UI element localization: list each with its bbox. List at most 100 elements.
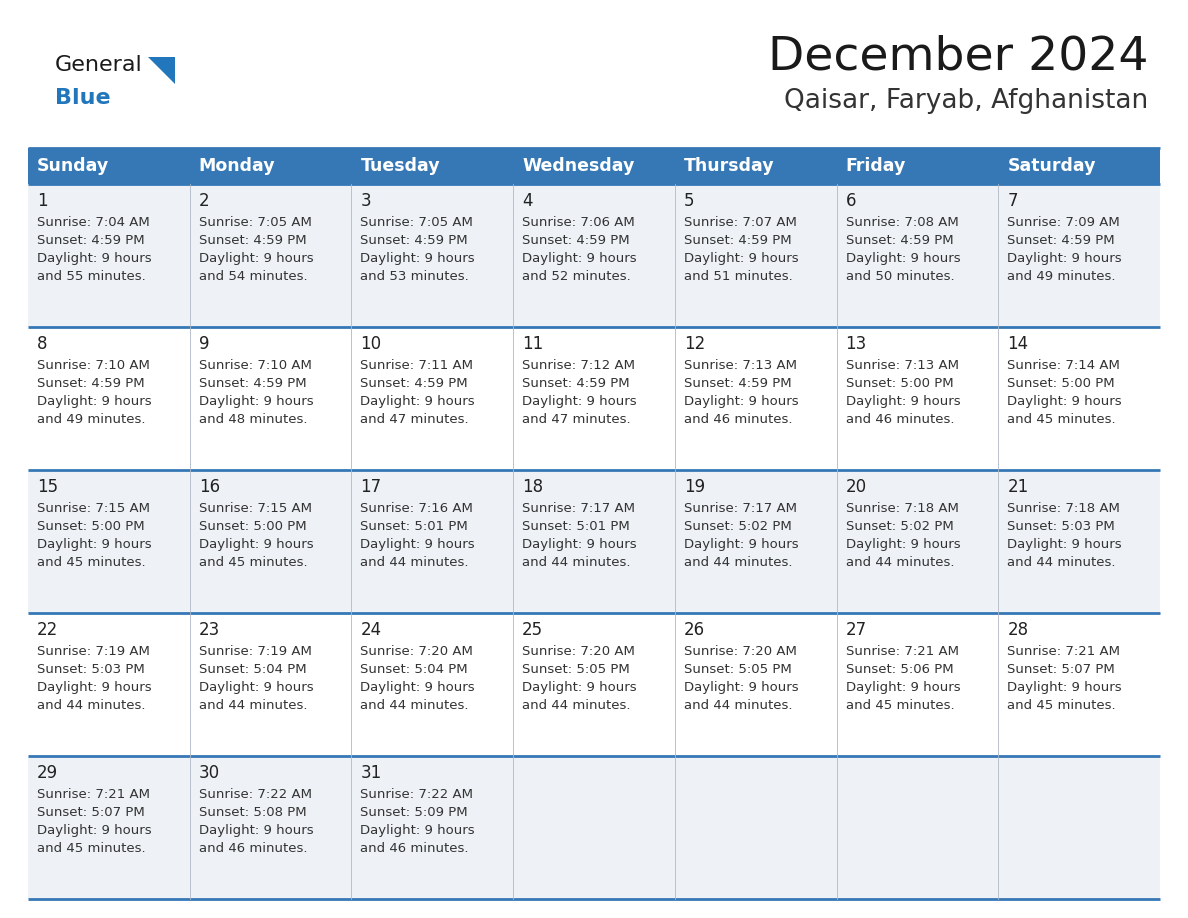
Text: 31: 31	[360, 764, 381, 782]
Text: Sunrise: 7:17 AM: Sunrise: 7:17 AM	[684, 502, 797, 515]
Text: and 44 minutes.: and 44 minutes.	[1007, 556, 1116, 569]
Text: Sunset: 4:59 PM: Sunset: 4:59 PM	[523, 377, 630, 390]
Text: 30: 30	[198, 764, 220, 782]
Text: Sunrise: 7:18 AM: Sunrise: 7:18 AM	[1007, 502, 1120, 515]
Text: Sunset: 5:08 PM: Sunset: 5:08 PM	[198, 806, 307, 819]
Text: Daylight: 9 hours: Daylight: 9 hours	[360, 395, 475, 408]
Text: 9: 9	[198, 335, 209, 353]
Text: December 2024: December 2024	[767, 35, 1148, 80]
Text: Daylight: 9 hours: Daylight: 9 hours	[846, 538, 960, 551]
Text: Daylight: 9 hours: Daylight: 9 hours	[684, 538, 798, 551]
Text: Daylight: 9 hours: Daylight: 9 hours	[684, 252, 798, 265]
Bar	[29, 184, 1159, 327]
Text: 26: 26	[684, 621, 704, 639]
Text: 17: 17	[360, 478, 381, 496]
Text: Sunrise: 7:09 AM: Sunrise: 7:09 AM	[1007, 216, 1120, 229]
Text: and 52 minutes.: and 52 minutes.	[523, 270, 631, 283]
Text: and 44 minutes.: and 44 minutes.	[360, 699, 469, 712]
Text: Sunrise: 7:19 AM: Sunrise: 7:19 AM	[198, 645, 311, 658]
Text: 15: 15	[37, 478, 58, 496]
Text: Daylight: 9 hours: Daylight: 9 hours	[37, 395, 152, 408]
Text: 3: 3	[360, 192, 371, 210]
Text: Daylight: 9 hours: Daylight: 9 hours	[37, 252, 152, 265]
Text: Sunrise: 7:16 AM: Sunrise: 7:16 AM	[360, 502, 473, 515]
Text: Daylight: 9 hours: Daylight: 9 hours	[684, 395, 798, 408]
Text: Daylight: 9 hours: Daylight: 9 hours	[360, 681, 475, 694]
Text: 4: 4	[523, 192, 532, 210]
Text: and 45 minutes.: and 45 minutes.	[846, 699, 954, 712]
Text: Sunrise: 7:07 AM: Sunrise: 7:07 AM	[684, 216, 797, 229]
Text: Sunset: 5:01 PM: Sunset: 5:01 PM	[360, 520, 468, 533]
Text: and 44 minutes.: and 44 minutes.	[523, 699, 631, 712]
Text: 16: 16	[198, 478, 220, 496]
Text: and 44 minutes.: and 44 minutes.	[37, 699, 145, 712]
Text: Monday: Monday	[198, 157, 276, 175]
Text: Friday: Friday	[846, 157, 906, 175]
Text: Daylight: 9 hours: Daylight: 9 hours	[523, 681, 637, 694]
Text: Tuesday: Tuesday	[360, 157, 440, 175]
Text: 18: 18	[523, 478, 543, 496]
Text: Sunset: 5:02 PM: Sunset: 5:02 PM	[684, 520, 791, 533]
Text: 25: 25	[523, 621, 543, 639]
Text: Wednesday: Wednesday	[523, 157, 634, 175]
Text: 13: 13	[846, 335, 867, 353]
Text: Sunset: 4:59 PM: Sunset: 4:59 PM	[360, 234, 468, 247]
Text: Daylight: 9 hours: Daylight: 9 hours	[846, 252, 960, 265]
Text: Daylight: 9 hours: Daylight: 9 hours	[523, 538, 637, 551]
Text: Sunset: 4:59 PM: Sunset: 4:59 PM	[37, 377, 145, 390]
Text: Sunset: 5:01 PM: Sunset: 5:01 PM	[523, 520, 630, 533]
Text: 10: 10	[360, 335, 381, 353]
Text: Sunset: 4:59 PM: Sunset: 4:59 PM	[198, 377, 307, 390]
Text: and 45 minutes.: and 45 minutes.	[1007, 413, 1116, 426]
Text: and 55 minutes.: and 55 minutes.	[37, 270, 146, 283]
Text: 14: 14	[1007, 335, 1029, 353]
Text: Daylight: 9 hours: Daylight: 9 hours	[37, 681, 152, 694]
Text: Sunset: 4:59 PM: Sunset: 4:59 PM	[523, 234, 630, 247]
Text: Sunset: 5:09 PM: Sunset: 5:09 PM	[360, 806, 468, 819]
Text: Thursday: Thursday	[684, 157, 775, 175]
Text: and 44 minutes.: and 44 minutes.	[684, 699, 792, 712]
Text: Sunset: 5:05 PM: Sunset: 5:05 PM	[523, 663, 630, 676]
Text: Sunrise: 7:13 AM: Sunrise: 7:13 AM	[684, 359, 797, 372]
Text: and 45 minutes.: and 45 minutes.	[37, 842, 146, 855]
Text: Sunrise: 7:20 AM: Sunrise: 7:20 AM	[684, 645, 797, 658]
Text: Sunrise: 7:08 AM: Sunrise: 7:08 AM	[846, 216, 959, 229]
Text: and 45 minutes.: and 45 minutes.	[198, 556, 308, 569]
Text: Daylight: 9 hours: Daylight: 9 hours	[1007, 395, 1121, 408]
Bar	[29, 470, 1159, 613]
Text: Sunrise: 7:22 AM: Sunrise: 7:22 AM	[198, 788, 311, 801]
Text: Daylight: 9 hours: Daylight: 9 hours	[1007, 681, 1121, 694]
Text: and 47 minutes.: and 47 minutes.	[360, 413, 469, 426]
Text: Sunset: 4:59 PM: Sunset: 4:59 PM	[360, 377, 468, 390]
Text: Sunrise: 7:05 AM: Sunrise: 7:05 AM	[198, 216, 311, 229]
Text: Sunset: 4:59 PM: Sunset: 4:59 PM	[684, 234, 791, 247]
Text: Daylight: 9 hours: Daylight: 9 hours	[37, 824, 152, 837]
Text: Daylight: 9 hours: Daylight: 9 hours	[1007, 538, 1121, 551]
Text: Sunset: 5:03 PM: Sunset: 5:03 PM	[1007, 520, 1116, 533]
Text: Saturday: Saturday	[1007, 157, 1095, 175]
Text: 7: 7	[1007, 192, 1018, 210]
Text: and 44 minutes.: and 44 minutes.	[523, 556, 631, 569]
Text: General: General	[55, 55, 143, 75]
Text: 29: 29	[37, 764, 58, 782]
Text: Blue: Blue	[55, 88, 110, 108]
Text: and 51 minutes.: and 51 minutes.	[684, 270, 792, 283]
Text: Sunset: 5:00 PM: Sunset: 5:00 PM	[846, 377, 953, 390]
Text: and 49 minutes.: and 49 minutes.	[1007, 270, 1116, 283]
Text: Sunset: 5:04 PM: Sunset: 5:04 PM	[360, 663, 468, 676]
Text: Sunrise: 7:21 AM: Sunrise: 7:21 AM	[1007, 645, 1120, 658]
Text: Sunset: 5:00 PM: Sunset: 5:00 PM	[198, 520, 307, 533]
Text: and 46 minutes.: and 46 minutes.	[360, 842, 469, 855]
Text: and 47 minutes.: and 47 minutes.	[523, 413, 631, 426]
Text: Daylight: 9 hours: Daylight: 9 hours	[198, 538, 314, 551]
Text: Daylight: 9 hours: Daylight: 9 hours	[360, 252, 475, 265]
Text: Sunset: 4:59 PM: Sunset: 4:59 PM	[846, 234, 953, 247]
Text: and 49 minutes.: and 49 minutes.	[37, 413, 145, 426]
Text: 24: 24	[360, 621, 381, 639]
Text: 6: 6	[846, 192, 857, 210]
Text: Sunrise: 7:04 AM: Sunrise: 7:04 AM	[37, 216, 150, 229]
Text: and 44 minutes.: and 44 minutes.	[846, 556, 954, 569]
Text: and 44 minutes.: and 44 minutes.	[360, 556, 469, 569]
Text: Sunset: 5:05 PM: Sunset: 5:05 PM	[684, 663, 791, 676]
Text: and 44 minutes.: and 44 minutes.	[684, 556, 792, 569]
